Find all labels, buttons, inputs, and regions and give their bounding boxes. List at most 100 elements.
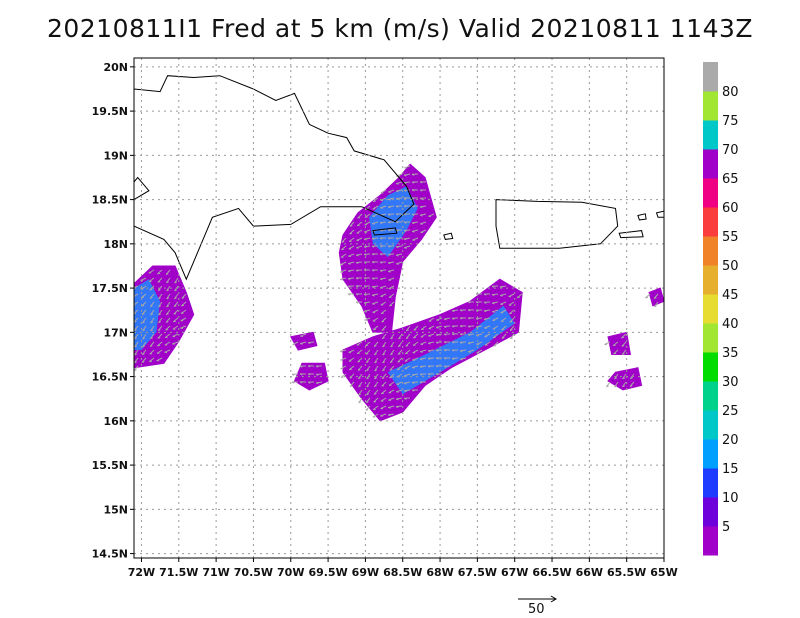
lon-tick-label: 65W xyxy=(650,566,677,579)
wind-vector-head xyxy=(149,353,153,355)
wind-vector-head xyxy=(158,321,161,324)
plot-frame xyxy=(133,57,665,559)
lon-tick-label: 67W xyxy=(501,566,528,579)
wind-vector-head xyxy=(371,286,375,289)
lat-tick-label: 16N xyxy=(103,415,128,428)
wind-vector-head xyxy=(374,361,378,364)
wind-vector-head xyxy=(389,376,392,379)
wind-vector xyxy=(500,309,507,314)
wind-vector-head xyxy=(157,337,161,339)
wind-vector-head xyxy=(403,382,407,385)
wind-vector-head xyxy=(358,401,362,404)
wind-vector-head xyxy=(358,393,362,396)
wind-vector-head xyxy=(379,222,383,225)
wind-vector-head xyxy=(387,206,391,209)
lon-tick-label: 71W xyxy=(202,566,229,579)
wind-vector-head xyxy=(388,407,391,409)
wind-vector-head xyxy=(174,297,177,300)
wind-vector-head xyxy=(355,285,359,288)
colorbar-label: 25 xyxy=(722,404,739,419)
wind-vector-head xyxy=(181,304,184,307)
wind-vector-head xyxy=(380,207,383,209)
wind-vector-head xyxy=(451,325,455,328)
wind-vector-head xyxy=(355,262,359,265)
wind-vector-head xyxy=(403,238,407,241)
wind-vector-head xyxy=(451,333,455,336)
colorbar-segment xyxy=(703,526,718,556)
wind-vector-head xyxy=(403,230,407,232)
lon-tick-label: 67.5W xyxy=(458,566,497,579)
wind-vector xyxy=(134,285,139,289)
lon-tick-label: 69.5W xyxy=(308,566,347,579)
wind-vector xyxy=(420,213,427,216)
wind-vector-head xyxy=(509,329,513,332)
wind-vector-head xyxy=(150,305,153,308)
wind-vector-head xyxy=(411,222,415,225)
wind-vector-head xyxy=(355,254,359,257)
wind-vector-head xyxy=(381,377,385,380)
coast-hispaniola xyxy=(134,75,415,281)
coast-culebra xyxy=(637,213,647,221)
wind-vector-head xyxy=(467,309,471,312)
wind-vector-head xyxy=(381,329,385,331)
wind-vector-head xyxy=(340,278,343,281)
wind-vector-head xyxy=(355,269,359,272)
wind-vector-head xyxy=(630,377,633,380)
wind-vector-head xyxy=(475,317,479,320)
colorbar-segment xyxy=(703,120,718,150)
lon-tick-label: 70W xyxy=(277,566,304,579)
wind-vector-head xyxy=(443,357,447,360)
wind-region-far-right-fragment xyxy=(648,287,664,307)
colorbar-label: 35 xyxy=(722,346,739,361)
colorbar-label: 70 xyxy=(722,143,739,158)
wind-vector-head xyxy=(358,385,362,388)
wind-vector-head xyxy=(459,333,463,336)
wind-vector-head xyxy=(419,189,423,192)
wind-vector-head xyxy=(366,393,369,396)
wind-vector-head xyxy=(379,270,383,272)
wind-vector-head xyxy=(435,349,439,352)
wind-vector-head xyxy=(379,229,383,232)
wind-vector-head xyxy=(307,342,311,345)
wind-vector-head xyxy=(374,377,378,380)
wind-vector-head xyxy=(347,285,351,288)
wind-vector-head xyxy=(142,337,146,340)
lat-tick-label: 17.5N xyxy=(92,282,128,295)
wind-vector-head xyxy=(459,341,463,344)
colorbar-segment xyxy=(703,439,718,469)
wind-vector-head xyxy=(165,321,169,323)
wind-vector-head xyxy=(459,309,463,312)
wind-vector-head xyxy=(142,329,146,332)
wind-vector-head xyxy=(341,241,345,243)
wind-vector-head xyxy=(397,353,401,355)
colorbar-label: 5 xyxy=(722,520,730,535)
wind-vector-head xyxy=(347,278,351,280)
wind-vector-head xyxy=(405,337,409,340)
wind-vector-head xyxy=(509,321,513,323)
wind-vector-head xyxy=(467,342,471,345)
coast-virgin-islands xyxy=(655,210,664,218)
wind-vector-head xyxy=(166,313,169,316)
wind-vector-head xyxy=(411,197,415,200)
wind-vector-head xyxy=(459,350,463,353)
wind-vector-head xyxy=(395,205,399,208)
wind-vector-head xyxy=(419,214,423,217)
wind-vector-head xyxy=(435,341,439,344)
lon-tick-label: 65.5W xyxy=(607,566,646,579)
wind-vector-head xyxy=(403,197,407,200)
colorbar-segment xyxy=(703,207,718,237)
colorbar-label: 60 xyxy=(722,201,739,216)
wind-vector-head xyxy=(614,385,618,388)
wind-vector-head xyxy=(398,345,401,348)
wind-vector-head xyxy=(299,365,303,368)
wind-vector-head xyxy=(412,367,415,369)
wind-vector-head xyxy=(411,189,415,192)
wind-vector-head xyxy=(142,345,146,348)
wind-vector-head xyxy=(395,237,399,240)
wind-vector-head xyxy=(419,358,423,361)
wind-vector-head xyxy=(363,253,367,256)
wind-vector-head xyxy=(411,205,415,208)
wind-vector-head xyxy=(483,310,487,313)
wind-vector-head xyxy=(411,181,415,184)
